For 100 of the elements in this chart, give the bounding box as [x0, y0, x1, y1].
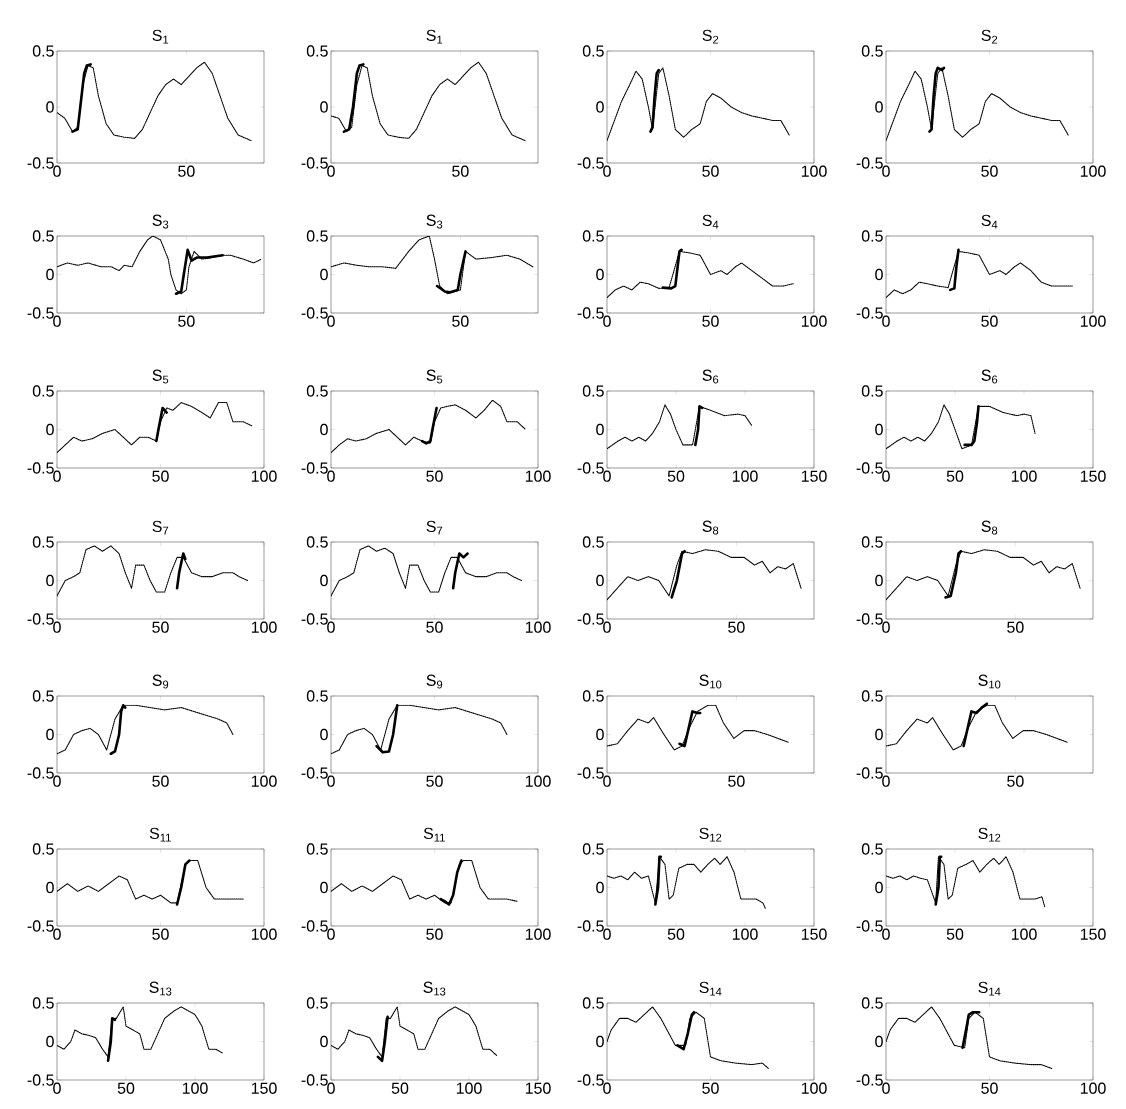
- y-tick-label: 0.5: [582, 230, 604, 242]
- y-tick-label: 0.5: [861, 690, 883, 702]
- chart-title: S$_{13}$: [423, 981, 446, 996]
- x-tick-label: 150: [251, 1082, 277, 1094]
- chart-title: S$_{12}$: [699, 827, 722, 842]
- chart-title: S$_{5}$: [426, 369, 443, 384]
- y-tick-label: 0: [875, 881, 883, 894]
- x-tick-label: 100: [1080, 165, 1106, 177]
- y-tick-label: 0.5: [306, 230, 328, 242]
- x-tick-label: 150: [801, 470, 827, 482]
- y-tick-label: 0.5: [861, 997, 883, 1009]
- y-tick-label: 0.5: [582, 536, 604, 548]
- y-tick-label: 0: [875, 574, 883, 587]
- y-tick-label: -0.5: [577, 1074, 604, 1086]
- y-tick-label: -0.5: [27, 613, 54, 625]
- y-tick-label: -0.5: [577, 307, 604, 319]
- line-series: [961, 1010, 981, 1049]
- y-tick-label: -0.5: [856, 157, 883, 169]
- chart-title: S$_{11}$: [423, 827, 445, 842]
- chart-title: S$_{9}$: [426, 674, 443, 689]
- chart-title: S$_{8}$: [702, 520, 719, 535]
- x-tick-label: 50: [702, 165, 719, 177]
- y-tick-label: 0: [596, 728, 604, 741]
- x-tick-label: 150: [801, 928, 827, 940]
- y-tick-label: -0.5: [301, 307, 328, 319]
- x-tick-label: 50: [667, 928, 685, 940]
- x-tick-label: 50: [152, 928, 169, 940]
- y-tick-label: 0.5: [861, 536, 883, 548]
- y-tick-label: 0: [596, 268, 604, 281]
- y-tick-label: 0.5: [861, 385, 883, 397]
- y-tick-label: -0.5: [577, 462, 604, 474]
- y-tick-label: 0: [596, 574, 604, 587]
- x-tick-label: 100: [251, 621, 277, 633]
- x-tick-label: 100: [1080, 315, 1106, 327]
- x-tick-label: 50: [152, 470, 169, 482]
- y-tick-label: 0.5: [32, 843, 54, 855]
- y-tick-label: 0: [320, 101, 328, 113]
- x-tick-label: 100: [251, 775, 277, 787]
- x-tick-label: 50: [426, 621, 443, 633]
- x-tick-label: 50: [981, 315, 998, 327]
- x-tick-label: 100: [801, 165, 827, 177]
- y-tick-label: 0: [46, 423, 54, 436]
- y-tick-label: -0.5: [301, 613, 328, 625]
- chart-title: S$_{11}$: [149, 827, 171, 842]
- y-tick-label: -0.5: [27, 1074, 54, 1086]
- x-tick-label: 50: [1007, 775, 1024, 787]
- y-tick-label: 0.5: [306, 536, 328, 548]
- x-tick-label: 50: [178, 165, 195, 177]
- chart-title: S$_{10}$: [699, 674, 722, 689]
- line-series: [155, 406, 169, 443]
- y-tick-label: 0: [875, 268, 883, 281]
- y-tick-label: 0: [320, 423, 328, 436]
- x-tick-label: 100: [251, 928, 277, 940]
- y-tick-label: -0.5: [27, 157, 54, 169]
- y-tick-label: 0: [320, 728, 328, 741]
- y-tick-label: -0.5: [27, 767, 54, 779]
- chart-title: S$_{3}$: [152, 214, 169, 229]
- y-tick-label: -0.5: [577, 767, 604, 779]
- x-tick-label: 50: [152, 621, 169, 633]
- x-tick-label: 150: [525, 1082, 551, 1094]
- chart-title: S$_{10}$: [978, 674, 1001, 689]
- chart-title: S$_{2}$: [981, 29, 998, 44]
- chart-title: S$_{4}$: [702, 214, 719, 229]
- x-tick-label: 50: [946, 928, 964, 940]
- chart-title: S$_{6}$: [981, 369, 998, 384]
- y-tick-label: -0.5: [301, 157, 328, 169]
- chart-title: S$_{14}$: [699, 981, 722, 996]
- y-tick-label: 0.5: [861, 230, 883, 242]
- x-tick-label: 100: [525, 621, 551, 633]
- y-tick-label: 0: [320, 268, 328, 281]
- y-tick-label: 0.5: [582, 997, 604, 1009]
- y-tick-label: 0: [46, 728, 54, 741]
- chart-title: S$_{14}$: [978, 981, 1001, 996]
- y-tick-label: 0: [596, 1035, 604, 1048]
- y-tick-label: 0: [596, 101, 604, 113]
- x-tick-label: 100: [525, 928, 551, 940]
- y-tick-label: 0.5: [32, 997, 54, 1009]
- line-series: [420, 406, 438, 445]
- chart-title: S$_{4}$: [981, 214, 998, 229]
- x-tick-label: 100: [525, 470, 551, 482]
- y-tick-label: 0: [320, 1035, 328, 1048]
- chart-title: S$_{3}$: [426, 214, 443, 229]
- x-tick-label: 150: [1080, 928, 1106, 940]
- y-tick-label: -0.5: [577, 920, 604, 932]
- x-tick-label: 50: [981, 1082, 998, 1094]
- x-tick-label: 50: [702, 315, 719, 327]
- x-tick-label: 50: [117, 1082, 135, 1094]
- y-tick-label: -0.5: [856, 613, 883, 625]
- y-tick-label: 0: [46, 881, 54, 894]
- y-tick-label: 0.5: [306, 690, 328, 702]
- x-tick-label: 100: [801, 1082, 827, 1094]
- y-tick-label: 0: [875, 101, 883, 113]
- y-tick-label: -0.5: [27, 307, 54, 319]
- y-tick-label: -0.5: [856, 307, 883, 319]
- y-tick-label: 0: [46, 574, 54, 587]
- y-tick-label: 0: [875, 728, 883, 741]
- x-tick-label: 150: [1080, 470, 1106, 482]
- y-tick-label: 0.5: [32, 230, 54, 242]
- y-tick-label: 0.5: [582, 45, 604, 57]
- x-tick-label: 50: [728, 775, 745, 787]
